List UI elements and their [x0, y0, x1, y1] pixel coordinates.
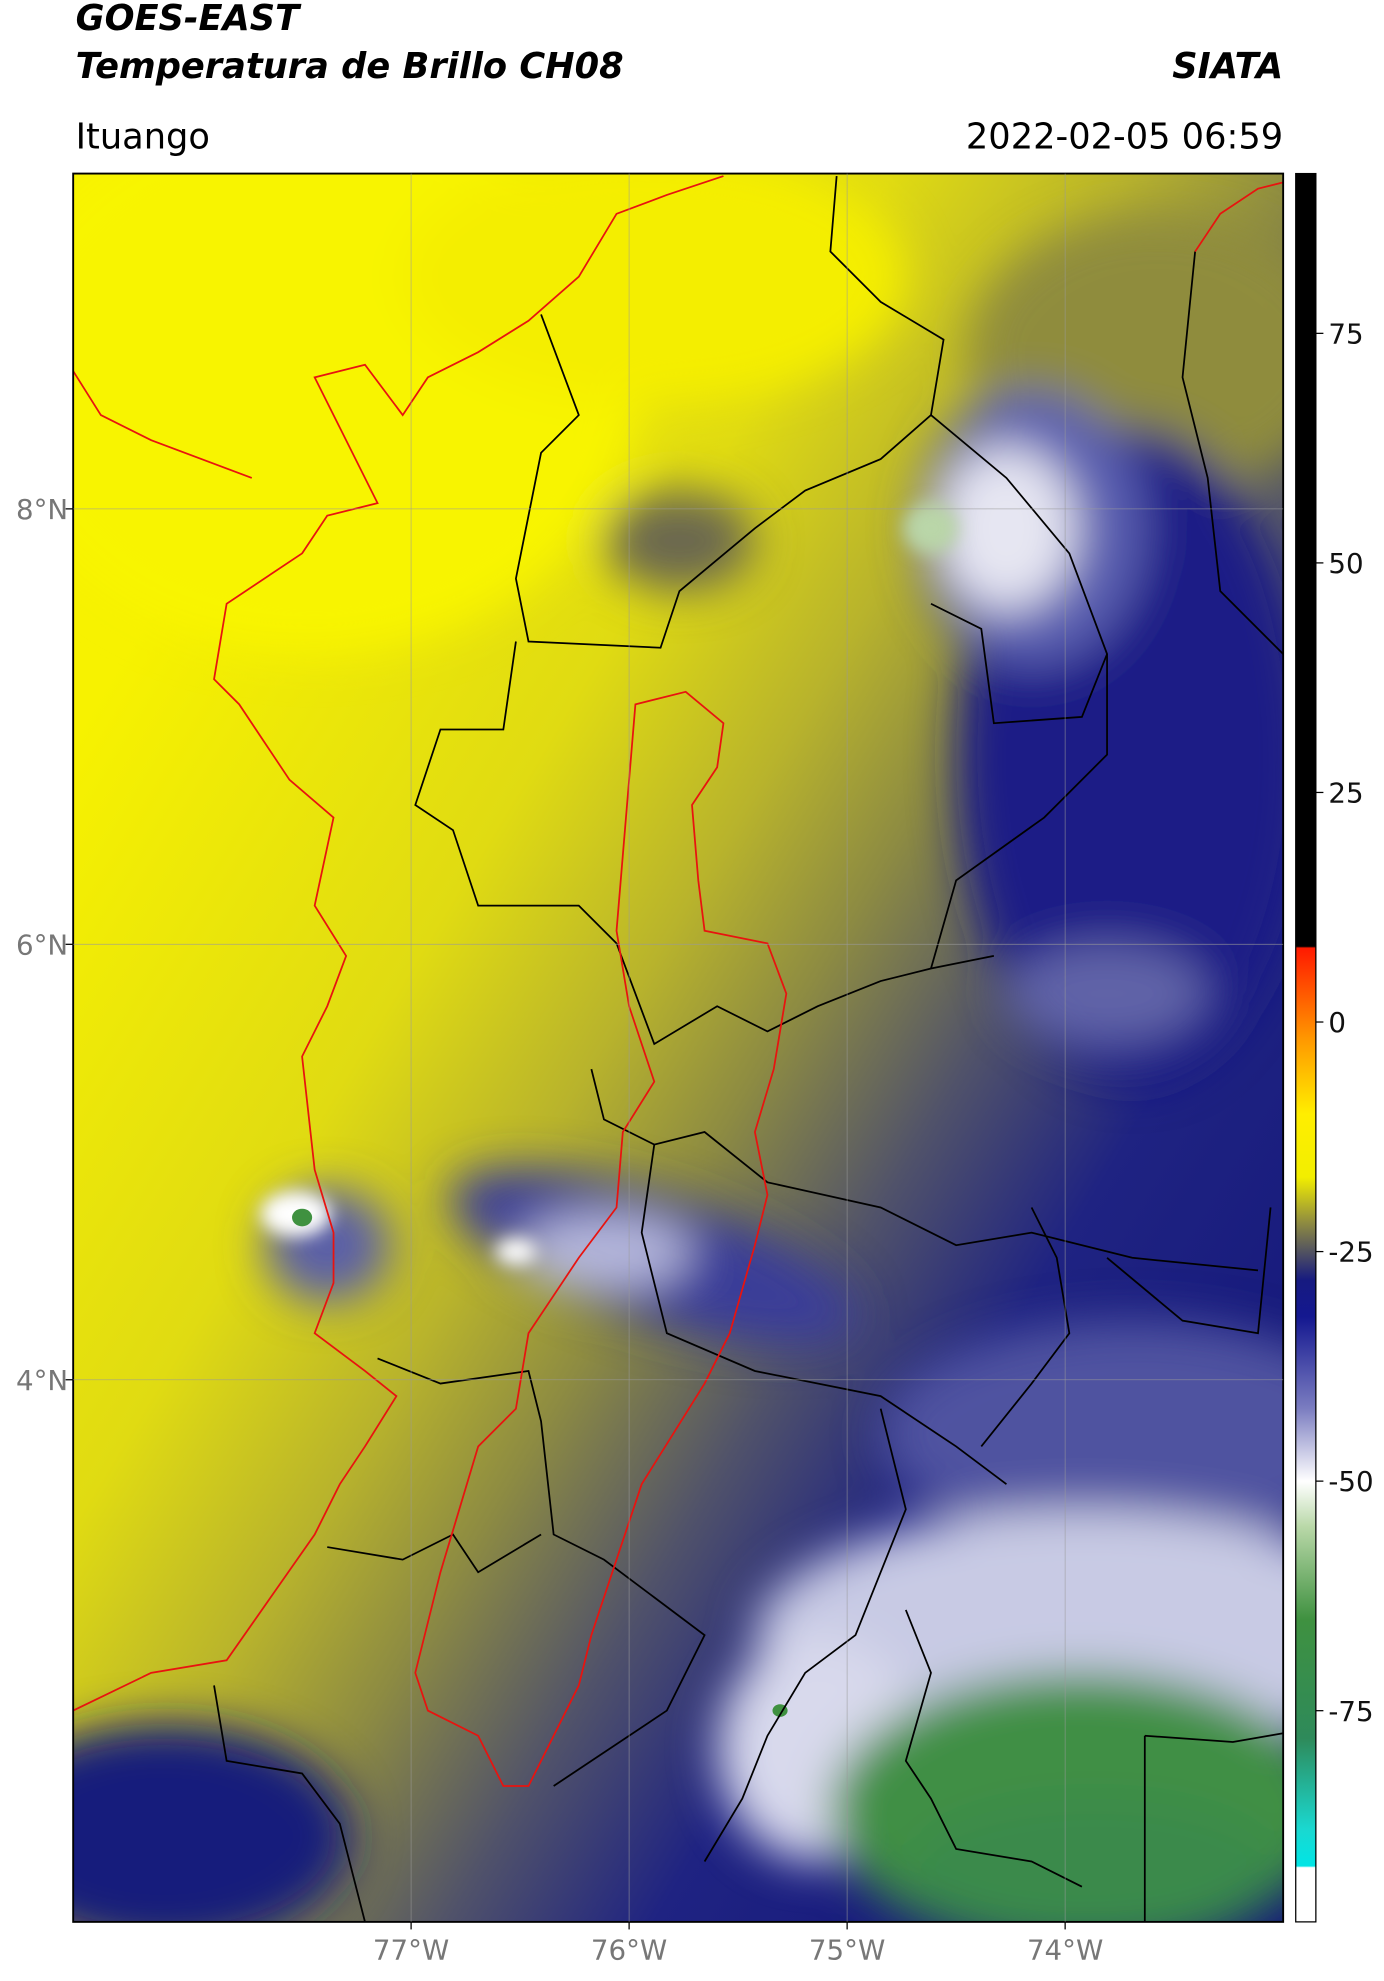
timestamp: 2022-02-05 06:59 — [966, 116, 1283, 157]
location: Ituango — [76, 116, 210, 157]
coastline — [73, 175, 1284, 1787]
colorbar-tick-label: 50 — [1328, 547, 1363, 580]
x-tick-label: 74°W — [1027, 1934, 1103, 1967]
title: GOES-EAST — [76, 0, 302, 39]
colorbar-ticks: 75 50 25 0 -25 -50 -75 — [1315, 317, 1374, 1728]
y-tick-label: 6°N — [16, 928, 68, 961]
colorbar-tick-label: 75 — [1328, 317, 1363, 350]
graticule: 77°W 76°W 75°W 74°W 8°N 6°N 4°N — [16, 173, 1284, 1967]
colorbar-tick-label: -25 — [1328, 1236, 1373, 1269]
y-tick-label: 8°N — [16, 493, 68, 526]
map-image — [73, 173, 1284, 1922]
x-tick-label: 77°W — [373, 1934, 449, 1967]
colorbar-tick-label: -75 — [1328, 1695, 1373, 1728]
colorbar-tick-label: 0 — [1328, 1006, 1346, 1039]
map-frame — [72, 172, 1285, 1923]
colorbar — [1295, 172, 1317, 1923]
y-tick-label: 4°N — [16, 1364, 68, 1397]
subtitle: Temperatura de Brillo CH08 — [76, 46, 624, 87]
x-tick-label: 75°W — [809, 1934, 885, 1967]
colorbar-tick-label: 25 — [1328, 777, 1363, 810]
source: SIATA — [1172, 46, 1283, 87]
colorbar-tick-label: -50 — [1328, 1465, 1373, 1498]
x-tick-label: 76°W — [591, 1934, 667, 1967]
